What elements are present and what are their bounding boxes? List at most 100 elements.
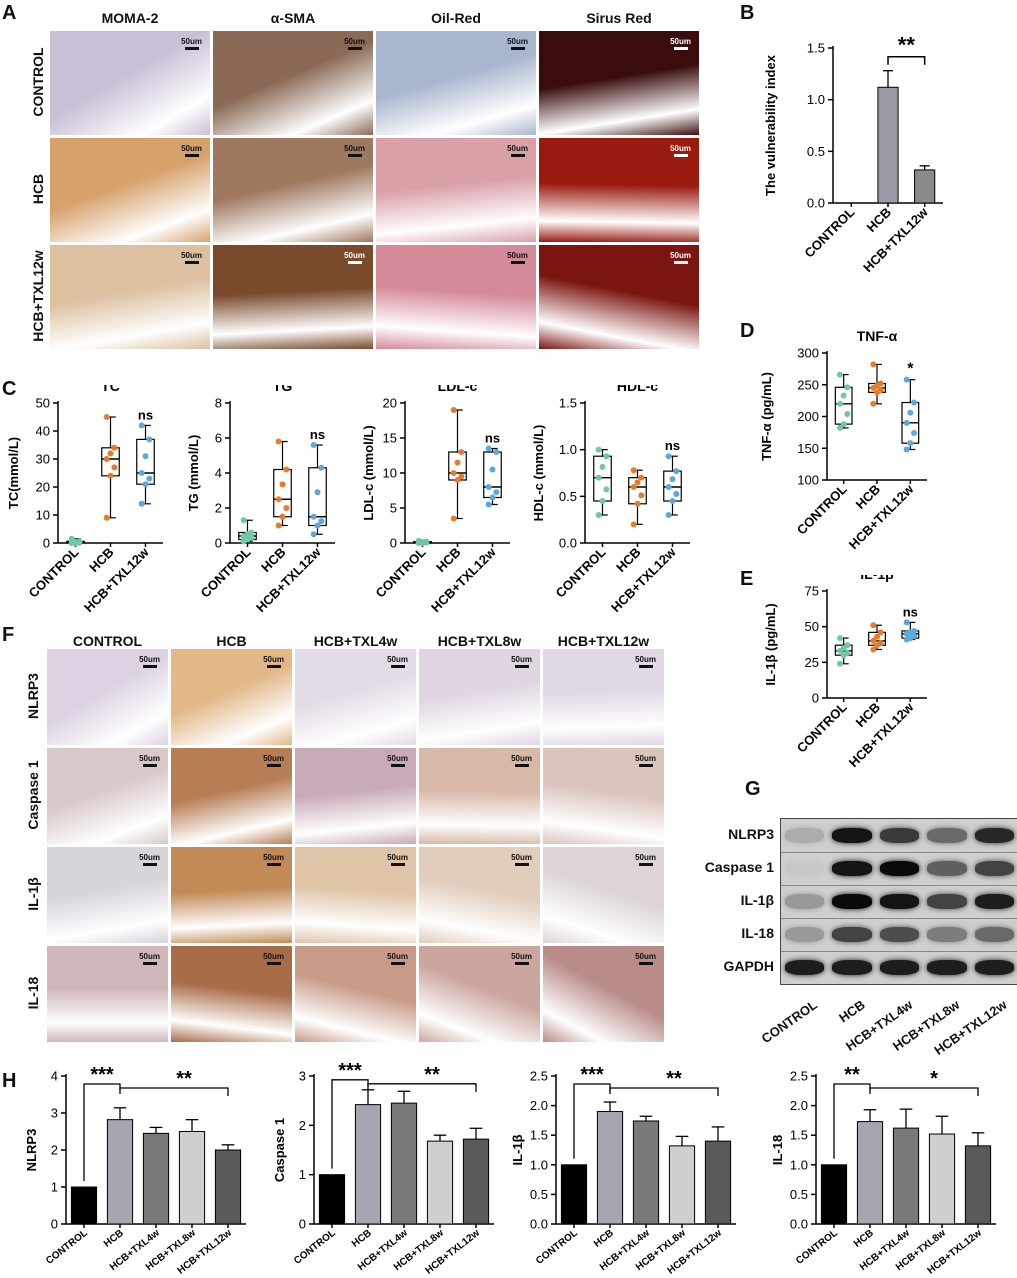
significance-label: ns <box>310 427 325 442</box>
chart-title: HDL-c <box>617 385 658 394</box>
y-tick-label: 20 <box>36 480 50 495</box>
row-label-il-1: IL-1β <box>25 877 41 911</box>
y-axis-label: TC(mmol/L) <box>6 437 21 509</box>
column-label-hcb-txl12w: HCB+TXL12w <box>557 633 650 649</box>
blot-row-label-caspase-1: Caspase 1 <box>704 859 774 875</box>
y-tick-label: 1.5 <box>790 1128 808 1143</box>
data-point <box>275 522 282 529</box>
x-tick-label-hcb: HCB <box>613 545 644 576</box>
row-label-hcb: HCB <box>30 173 46 205</box>
data-point <box>673 468 680 475</box>
micrograph-caspase-1-hcb-txl4w: 50um <box>295 748 416 844</box>
bar-hcb <box>354 1104 382 1225</box>
data-point <box>634 500 641 507</box>
y-tick-label: 1.0 <box>807 92 825 107</box>
panel-label-e: E <box>740 568 754 590</box>
micrograph-il-18-control: 50um <box>47 946 168 1042</box>
scale-bar: 50um <box>387 655 408 668</box>
y-tick-label: 15 <box>383 431 397 446</box>
y-tick-label: 50 <box>805 619 819 634</box>
data-point <box>603 453 610 460</box>
significance-label: ** <box>424 1064 440 1086</box>
y-tick-label: 200 <box>797 409 819 424</box>
data-point <box>107 450 114 457</box>
data-point <box>458 473 465 480</box>
significance-label: *** <box>90 1064 114 1086</box>
data-point <box>415 537 422 544</box>
box-control <box>238 517 257 545</box>
bar-hcb-txl4w <box>142 1132 170 1225</box>
x-tick-label-control: CONTROL <box>553 544 609 600</box>
data-point <box>279 513 286 520</box>
y-tick-label: 2 <box>215 501 222 516</box>
data-point <box>111 444 118 451</box>
micrograph-caspase-1-hcb-txl12w: 50um <box>543 748 664 844</box>
y-tick-label: 1.0 <box>530 1157 548 1172</box>
column-label-hcb-txl4w: HCB+TXL4w <box>313 633 398 649</box>
box-hcb-txl12w <box>901 619 920 643</box>
micrograph-il-18-hcb-txl8w: 50um <box>419 946 540 1042</box>
box-control <box>834 371 853 431</box>
data-point <box>310 531 317 538</box>
scale-bar: 50um <box>263 853 284 866</box>
x-tick-label-hcb-txl12w: HCB+TXL12w <box>253 544 324 615</box>
column-label-hcb: HCB <box>216 633 247 649</box>
significance-label: * <box>930 1068 938 1090</box>
scale-bar: 50um <box>670 251 691 264</box>
scale-bar: 50um <box>181 251 202 264</box>
scale-bar: 50um <box>507 37 528 50</box>
x-tick-label-hcb-txl12w: HCB+TXL12w <box>608 544 679 615</box>
micrograph-il-18-hcb-txl12w: 50um <box>543 946 664 1042</box>
significance-bracket <box>83 1083 121 1181</box>
blot-band <box>879 861 920 877</box>
data-point <box>138 500 145 507</box>
y-tick-label: 1 <box>299 1167 306 1182</box>
blot-band <box>832 861 872 877</box>
y-axis-label: TG (mmol/L) <box>186 435 201 512</box>
panel-label-g: G <box>745 778 761 800</box>
bar-hcb-txl8w <box>928 1133 956 1225</box>
box-hcb <box>273 438 292 529</box>
y-tick-label: 150 <box>797 441 819 456</box>
y-axis-label: NLRP3 <box>24 1129 39 1172</box>
data-point <box>248 529 255 536</box>
blot-strip-il-1 <box>781 885 1017 919</box>
data-point <box>877 629 884 636</box>
y-tick-label: 75 <box>805 584 819 599</box>
bar-hcb <box>596 1111 624 1225</box>
y-tick-label: 5 <box>390 501 397 516</box>
data-point <box>275 496 282 503</box>
data-point <box>595 512 602 518</box>
micrograph-hcb-txl12w-moma-2: 50um <box>50 245 210 349</box>
y-tick-label: 0.0 <box>790 1217 808 1232</box>
y-tick-label: 0 <box>390 536 397 551</box>
y-tick-label: 0 <box>812 691 819 706</box>
box-hcb <box>448 407 467 522</box>
x-tick-label-control: CONTROL <box>534 1228 580 1267</box>
x-tick-label-control: CONTROL <box>794 1228 840 1267</box>
scale-bar: 50um <box>635 853 656 866</box>
bar-hcb-txl8w <box>668 1145 696 1225</box>
x-tick-label-hcb: HCB <box>592 1228 616 1250</box>
chart-c-tc: TC TC(mmol/L) 0 10 20 30 40 50 CONTROL HCBHCB+TXL… <box>6 385 163 615</box>
data-point <box>450 470 457 476</box>
data-point <box>318 464 325 471</box>
blot-band <box>974 894 1014 910</box>
data-point <box>907 440 914 447</box>
data-point <box>840 421 847 428</box>
micrograph-il-1-hcb: 50um <box>171 847 292 943</box>
y-tick-label: 8 <box>215 396 222 411</box>
y-tick-label: 2.0 <box>530 1098 548 1113</box>
box-hcb <box>101 414 120 521</box>
data-point <box>877 380 884 387</box>
blot-band <box>785 960 825 976</box>
data-point <box>877 387 884 394</box>
data-point <box>138 422 145 429</box>
significance-label: ns <box>665 438 680 453</box>
scale-bar: 50um <box>344 144 365 157</box>
blot-strip-nlrp3 <box>781 819 1017 853</box>
scale-bar: 50um <box>511 853 532 866</box>
y-tick-label: 1.0 <box>559 442 577 457</box>
scale-bar: 50um <box>139 655 160 668</box>
y-tick-label: 2 <box>51 1143 58 1158</box>
